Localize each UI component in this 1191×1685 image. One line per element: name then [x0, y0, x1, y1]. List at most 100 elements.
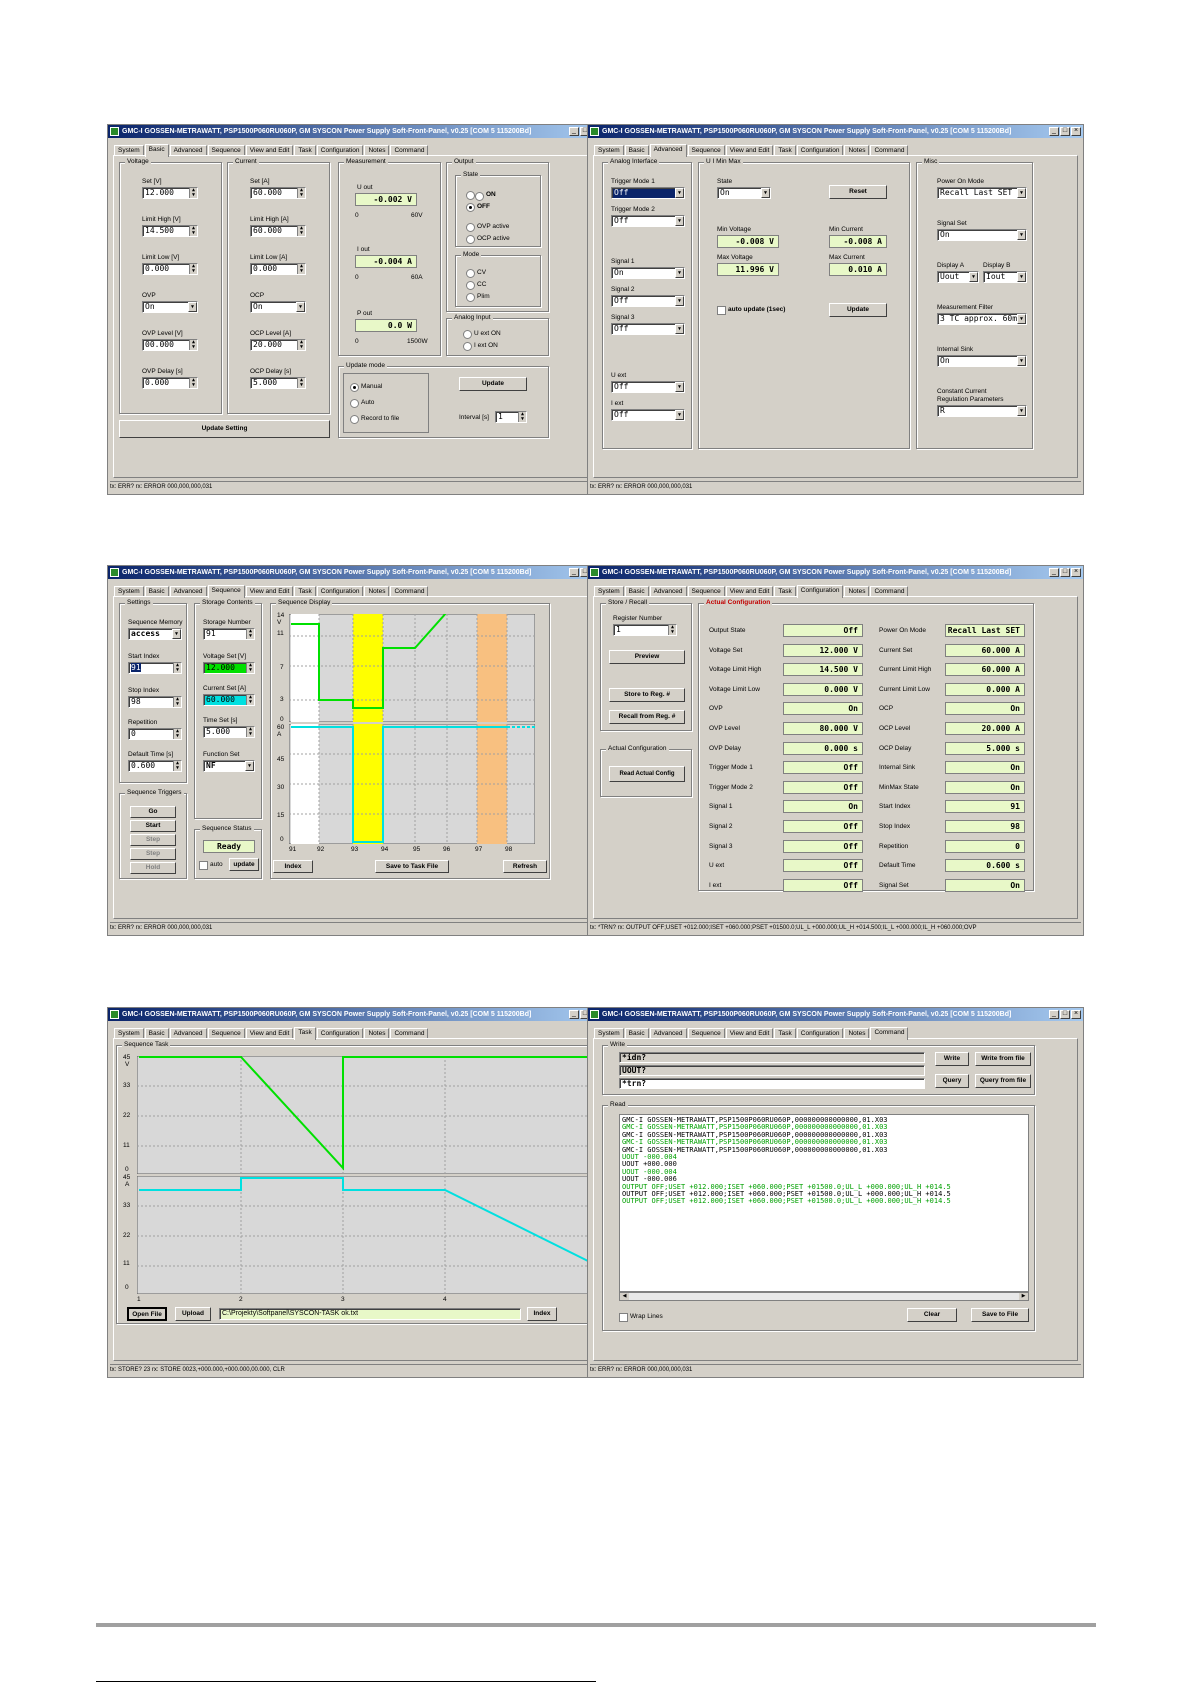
tab-notes[interactable]: Notes [364, 1028, 390, 1039]
dropdown-arrow-icon[interactable]: ▼ [969, 272, 978, 282]
tab-configuration[interactable]: Configuration [316, 1028, 364, 1039]
dropdown-arrow-icon[interactable]: ▼ [675, 382, 684, 392]
minimize-button[interactable]: _ [569, 568, 579, 577]
tab-view-edit[interactable]: View and Edit [245, 1028, 294, 1039]
tab-notes[interactable]: Notes [364, 586, 390, 597]
update-button[interactable]: Update [829, 303, 887, 317]
spin-icon[interactable]: ▲ ▼ [246, 695, 254, 705]
spin-icon[interactable]: ▲ ▼ [173, 697, 181, 707]
tab-configuration[interactable]: Configuration [796, 145, 844, 156]
tab-basic[interactable]: Basic [144, 586, 169, 597]
spin-icon[interactable]: ▲ ▼ [518, 412, 526, 422]
dropdown-arrow-icon[interactable]: ▼ [1017, 188, 1026, 198]
current-limit-high-input[interactable]: 60.000 ▲ ▼ [250, 225, 306, 237]
tab-basic[interactable]: Basic [624, 1028, 649, 1039]
query-button[interactable]: Query [935, 1074, 969, 1088]
signal-2-select[interactable]: Off ▼ [611, 295, 685, 307]
spin-icon[interactable]: ▲ ▼ [173, 761, 181, 771]
tab-command[interactable]: Command [870, 586, 909, 597]
current-set-input[interactable]: 60.000 ▲ ▼ [203, 694, 255, 706]
close-button[interactable]: × [1071, 1010, 1081, 1019]
preview-button[interactable]: Preview [609, 650, 685, 664]
power-on-mode-select[interactable]: Recall Last SET ▼ [937, 187, 1027, 199]
voltage-limit-high-input[interactable]: 14.500 ▲ ▼ [142, 225, 198, 237]
update-button[interactable]: Update [459, 377, 527, 391]
spin-icon[interactable]: ▲ ▼ [189, 378, 197, 388]
auto-radio[interactable]: Auto [350, 398, 374, 408]
start-button[interactable]: Start [130, 820, 176, 832]
tab-system[interactable]: System [594, 586, 624, 597]
ocp-level-input[interactable]: 20.000 ▲ ▼ [250, 339, 306, 351]
tab-advanced[interactable]: Advanced [169, 1028, 207, 1039]
update-setting-button[interactable]: Update Setting [119, 420, 330, 438]
time-set-input[interactable]: 5.000 ▲ ▼ [203, 726, 255, 738]
tab-advanced[interactable]: Advanced [169, 586, 207, 597]
storage-number-input[interactable]: 91 ▲ ▼ [203, 628, 255, 640]
tab-notes[interactable]: Notes [844, 586, 870, 597]
spin-icon[interactable]: ▲ ▼ [297, 378, 305, 388]
spin-icon[interactable]: ▲ ▼ [189, 340, 197, 350]
tab-basic[interactable]: Basic [144, 144, 169, 157]
command-input[interactable]: *trn? [619, 1078, 925, 1089]
dropdown-arrow-icon[interactable]: ▼ [1017, 272, 1026, 282]
minmax-state-select[interactable]: On ▼ [717, 187, 771, 199]
signal-3-select[interactable]: Off ▼ [611, 323, 685, 335]
tab-command[interactable]: Command [870, 1027, 909, 1040]
write-from-file-button[interactable]: Write from file [975, 1052, 1031, 1066]
tab-sequence[interactable]: Sequence [207, 1028, 245, 1039]
tab-system[interactable]: System [114, 586, 144, 597]
query-from-file-button[interactable]: Query from file [975, 1074, 1031, 1088]
signal-1-select[interactable]: On ▼ [611, 267, 685, 279]
voltage-limit-low-input[interactable]: 0.000 ▲ ▼ [142, 263, 198, 275]
save-to-file-button[interactable]: Save to File [971, 1308, 1029, 1322]
spin-icon[interactable]: ▲ ▼ [297, 264, 305, 274]
measurement-filter-select[interactable]: 3 TC approx. 60ms ▼ [937, 313, 1027, 325]
interval-input[interactable]: 1 ▲ ▼ [495, 411, 527, 423]
tab-task[interactable]: Task [774, 1028, 796, 1039]
wrap-lines-checkbox[interactable]: Wrap Lines [619, 1312, 663, 1322]
close-button[interactable]: × [1071, 568, 1081, 577]
dropdown-arrow-icon[interactable]: ▼ [675, 410, 684, 420]
voltage-set-input[interactable]: 12.000 ▲ ▼ [203, 662, 255, 674]
spin-icon[interactable]: ▲ ▼ [189, 264, 197, 274]
tab-view-edit[interactable]: View and Edit [725, 1028, 774, 1039]
spin-icon[interactable]: ▲ ▼ [297, 340, 305, 350]
write-button[interactable]: Write [935, 1052, 969, 1066]
tab-command[interactable]: Command [390, 586, 429, 597]
u-ext-select[interactable]: Off ▼ [611, 381, 685, 393]
stop-index-input[interactable]: 98 ▲ ▼ [128, 696, 182, 708]
reset-button[interactable]: Reset [829, 185, 887, 199]
tab-command[interactable]: Command [390, 145, 429, 156]
spin-icon[interactable]: ▲ ▼ [246, 629, 254, 639]
clear-button[interactable]: Clear [907, 1308, 957, 1322]
index-button[interactable]: Index [527, 1307, 557, 1321]
ovp-level-input[interactable]: 00.000 ▲ ▼ [142, 339, 198, 351]
spin-icon[interactable]: ▲ ▼ [297, 188, 305, 198]
scroll-right-icon[interactable]: ▶ [1019, 1293, 1028, 1300]
open-file-button[interactable]: Open File [127, 1307, 167, 1321]
tab-view-edit[interactable]: View and Edit [245, 586, 294, 597]
tab-notes[interactable]: Notes [844, 145, 870, 156]
tab-configuration[interactable]: Configuration [316, 145, 364, 156]
tab-system[interactable]: System [114, 1028, 144, 1039]
dropdown-arrow-icon[interactable]: ▼ [245, 761, 254, 771]
tab-task[interactable]: Task [294, 586, 316, 597]
dropdown-arrow-icon[interactable]: ▼ [188, 302, 197, 312]
repetition-input[interactable]: 0 ▲ ▼ [128, 728, 182, 740]
default-time-input[interactable]: 0.600 ▲ ▼ [128, 760, 182, 772]
tab-view-edit[interactable]: View and Edit [725, 145, 774, 156]
tab-command[interactable]: Command [870, 145, 909, 156]
dropdown-arrow-icon[interactable]: ▼ [761, 188, 770, 198]
ovp-delay-input[interactable]: 0.000 ▲ ▼ [142, 377, 198, 389]
tab-sequence[interactable]: Sequence [687, 586, 725, 597]
tab-sequence[interactable]: Sequence [687, 1028, 725, 1039]
start-index-input[interactable]: 91 ▲ ▼ [128, 662, 182, 674]
spin-icon[interactable]: ▲ ▼ [297, 226, 305, 236]
manual-radio[interactable]: Manual [350, 382, 382, 392]
tab-advanced[interactable]: Advanced [649, 144, 687, 157]
register-number-input[interactable]: 1 ▲ ▼ [613, 624, 677, 636]
read-actual-config-button[interactable]: Read Actual Config [609, 766, 685, 782]
update-button[interactable]: update [229, 858, 259, 871]
store-to-register-button[interactable]: Store to Reg. # [609, 688, 685, 702]
maximize-button[interactable]: □ [1060, 1010, 1070, 1019]
